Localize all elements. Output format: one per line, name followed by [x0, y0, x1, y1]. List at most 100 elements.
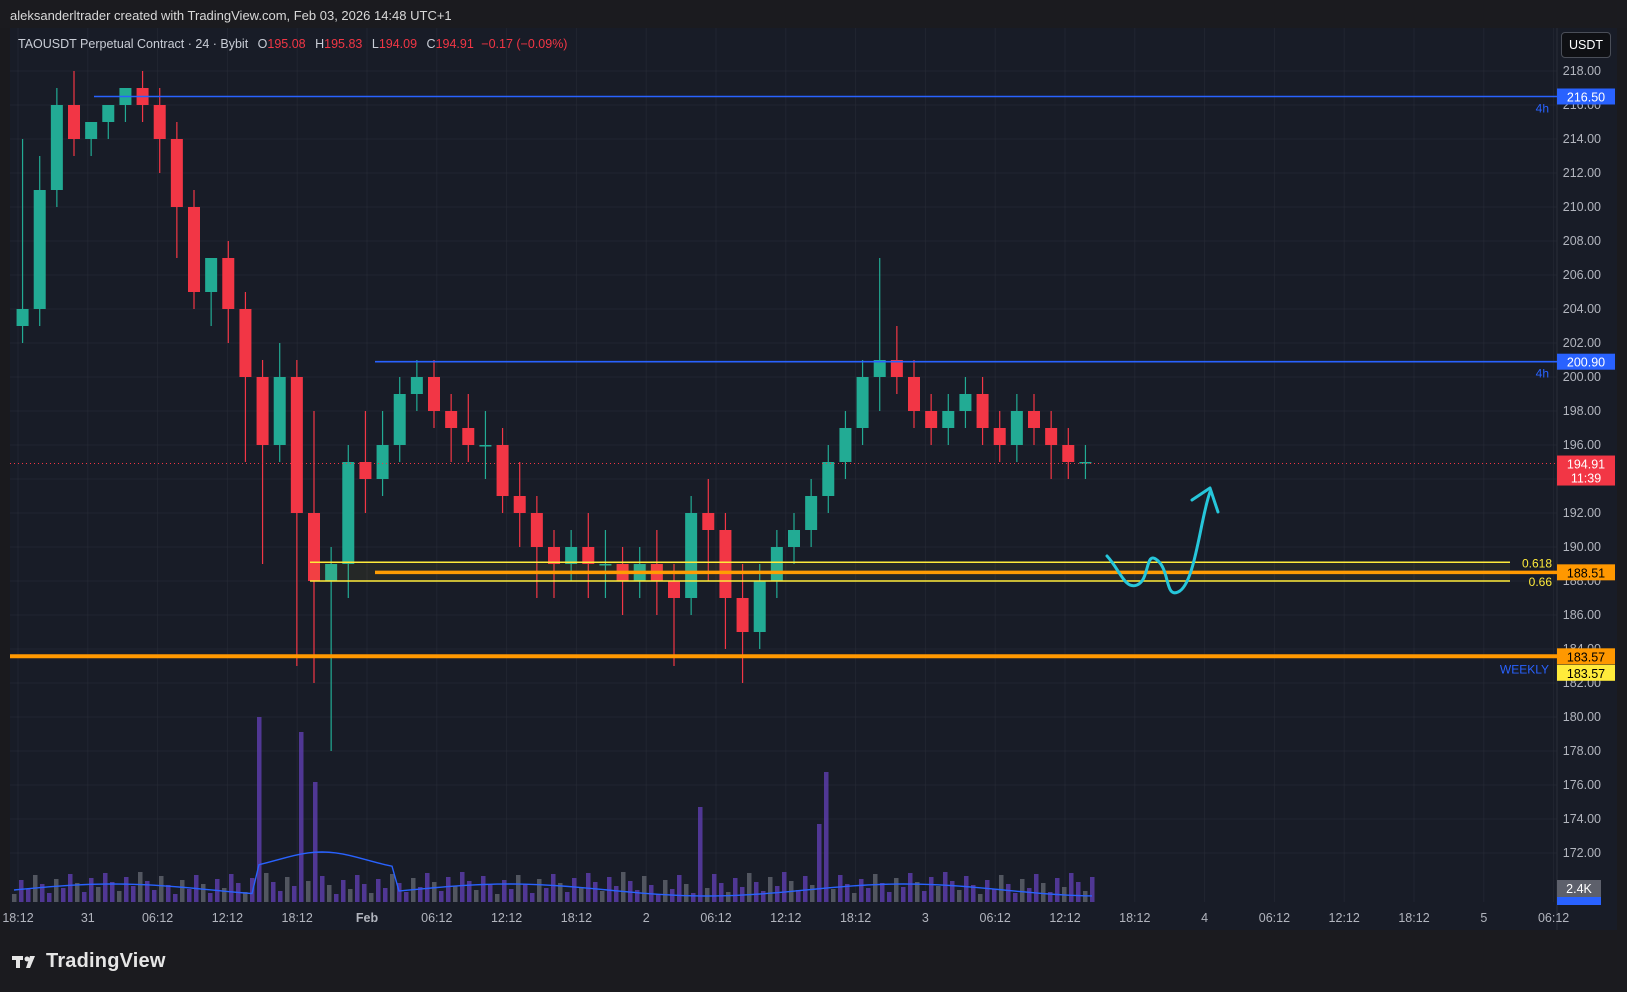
volume-bar — [754, 882, 759, 902]
tradingview-logo[interactable]: TradingView — [12, 950, 166, 973]
price-tick-label: 210.00 — [1563, 200, 1601, 214]
volume-bar — [474, 890, 479, 902]
volume-bar — [663, 880, 668, 902]
candle-body — [976, 394, 989, 428]
volume-bar — [509, 889, 514, 902]
time-tick-label: 12:12 — [491, 911, 522, 925]
high-value: 195.83 — [324, 37, 363, 51]
volume-bar — [145, 881, 150, 902]
time-tick-label: 06:12 — [421, 911, 452, 925]
volume-bar — [656, 894, 661, 902]
price-level-badge-text: 183.57 — [1567, 650, 1605, 664]
level-tag-label: 4h — [1536, 102, 1549, 116]
volume-bar — [950, 881, 955, 902]
volume-bar — [425, 873, 430, 902]
volume-bar — [929, 877, 934, 902]
candle-body — [85, 122, 98, 139]
volume-bar — [880, 883, 885, 902]
volume-bar — [971, 885, 976, 902]
volume-bar — [1083, 891, 1088, 902]
time-tick-label: 2 — [643, 911, 650, 925]
tradingview-logo-icon — [12, 955, 35, 968]
price-tick-label: 174.00 — [1563, 812, 1601, 826]
volume-bar — [19, 880, 24, 902]
time-tick-label: 18:12 — [2, 911, 33, 925]
candle-body — [890, 360, 903, 377]
volume-bar — [180, 880, 185, 902]
time-tick-label: 12:12 — [1329, 911, 1360, 925]
current-price-text: 194.91 — [1567, 458, 1605, 472]
volume-bar — [621, 872, 626, 902]
volume-bar — [502, 880, 507, 902]
volume-bar — [47, 893, 52, 902]
volume-bar — [103, 873, 108, 902]
price-level-badge-text: 200.90 — [1567, 356, 1605, 370]
volume-bar — [852, 893, 857, 902]
currency-button[interactable]: USDT — [1561, 32, 1611, 58]
volume-bar — [117, 891, 122, 902]
price-tick-label: 198.00 — [1563, 404, 1601, 418]
volume-bar — [222, 888, 227, 902]
volume-bar — [61, 888, 66, 902]
volume-bar — [677, 875, 682, 902]
candle-body — [1045, 428, 1058, 445]
volume-bar — [866, 888, 871, 902]
candle-body — [188, 207, 200, 292]
candle-body — [445, 411, 458, 428]
volume-bar — [229, 874, 234, 902]
volume-bar — [439, 891, 444, 902]
candle-body — [1028, 411, 1040, 428]
time-tick-label: 18:12 — [282, 911, 313, 925]
time-tick-label: 12:12 — [770, 911, 801, 925]
volume-bar — [278, 891, 283, 902]
candle-body — [839, 428, 852, 462]
volume-bar — [1090, 877, 1095, 902]
volume-bar — [761, 891, 766, 902]
time-tick-label: 06:12 — [1538, 911, 1569, 925]
volume-bar — [712, 874, 717, 902]
candle-body — [513, 496, 526, 513]
candle-body — [685, 513, 698, 598]
volume-bar — [131, 886, 136, 902]
drawn-wave-arrow — [1105, 490, 1212, 595]
time-tick-label: Feb — [356, 911, 379, 925]
open-label: O — [257, 37, 268, 51]
price-tick-label: 212.00 — [1563, 166, 1601, 180]
volume-bar — [173, 894, 178, 902]
volume-bar — [838, 875, 843, 902]
price-tick-label: 186.00 — [1563, 608, 1601, 622]
volume-bar — [537, 879, 542, 902]
time-tick-label: 06:12 — [700, 911, 731, 925]
volume-bar — [166, 885, 171, 902]
time-tick-label: 12:12 — [212, 911, 243, 925]
volume-bar — [915, 882, 920, 902]
volume-bar — [292, 886, 297, 902]
price-level-badge — [1557, 648, 1615, 665]
candle-body — [993, 428, 1006, 445]
volume-bar — [453, 886, 458, 902]
volume-bar — [446, 877, 451, 902]
time-tick-label: 18:12 — [561, 911, 592, 925]
close-value: 194.91 — [435, 37, 474, 51]
price-tick-label: 218.00 — [1563, 64, 1601, 78]
time-tick-label: 06:12 — [980, 911, 1011, 925]
volume-bar — [824, 772, 829, 902]
candle-body — [170, 139, 183, 207]
volume-bar — [544, 888, 549, 902]
time-tick-label: 4 — [1201, 911, 1208, 925]
volume-bar — [418, 887, 423, 902]
volume-badge-text: 2.4K — [1566, 882, 1592, 896]
volume-bar — [299, 732, 304, 902]
price-tick-label: 200.00 — [1563, 370, 1601, 384]
price-tick-label: 190.00 — [1563, 540, 1601, 554]
candle-body — [702, 513, 715, 530]
volume-bar — [901, 887, 906, 902]
candle-body — [308, 513, 320, 581]
volume-bar — [796, 890, 801, 902]
candle-body — [376, 445, 389, 479]
volume-bar — [600, 891, 605, 902]
volume-bar — [593, 882, 598, 902]
volume-bar — [516, 875, 521, 902]
candle-body — [736, 598, 749, 632]
